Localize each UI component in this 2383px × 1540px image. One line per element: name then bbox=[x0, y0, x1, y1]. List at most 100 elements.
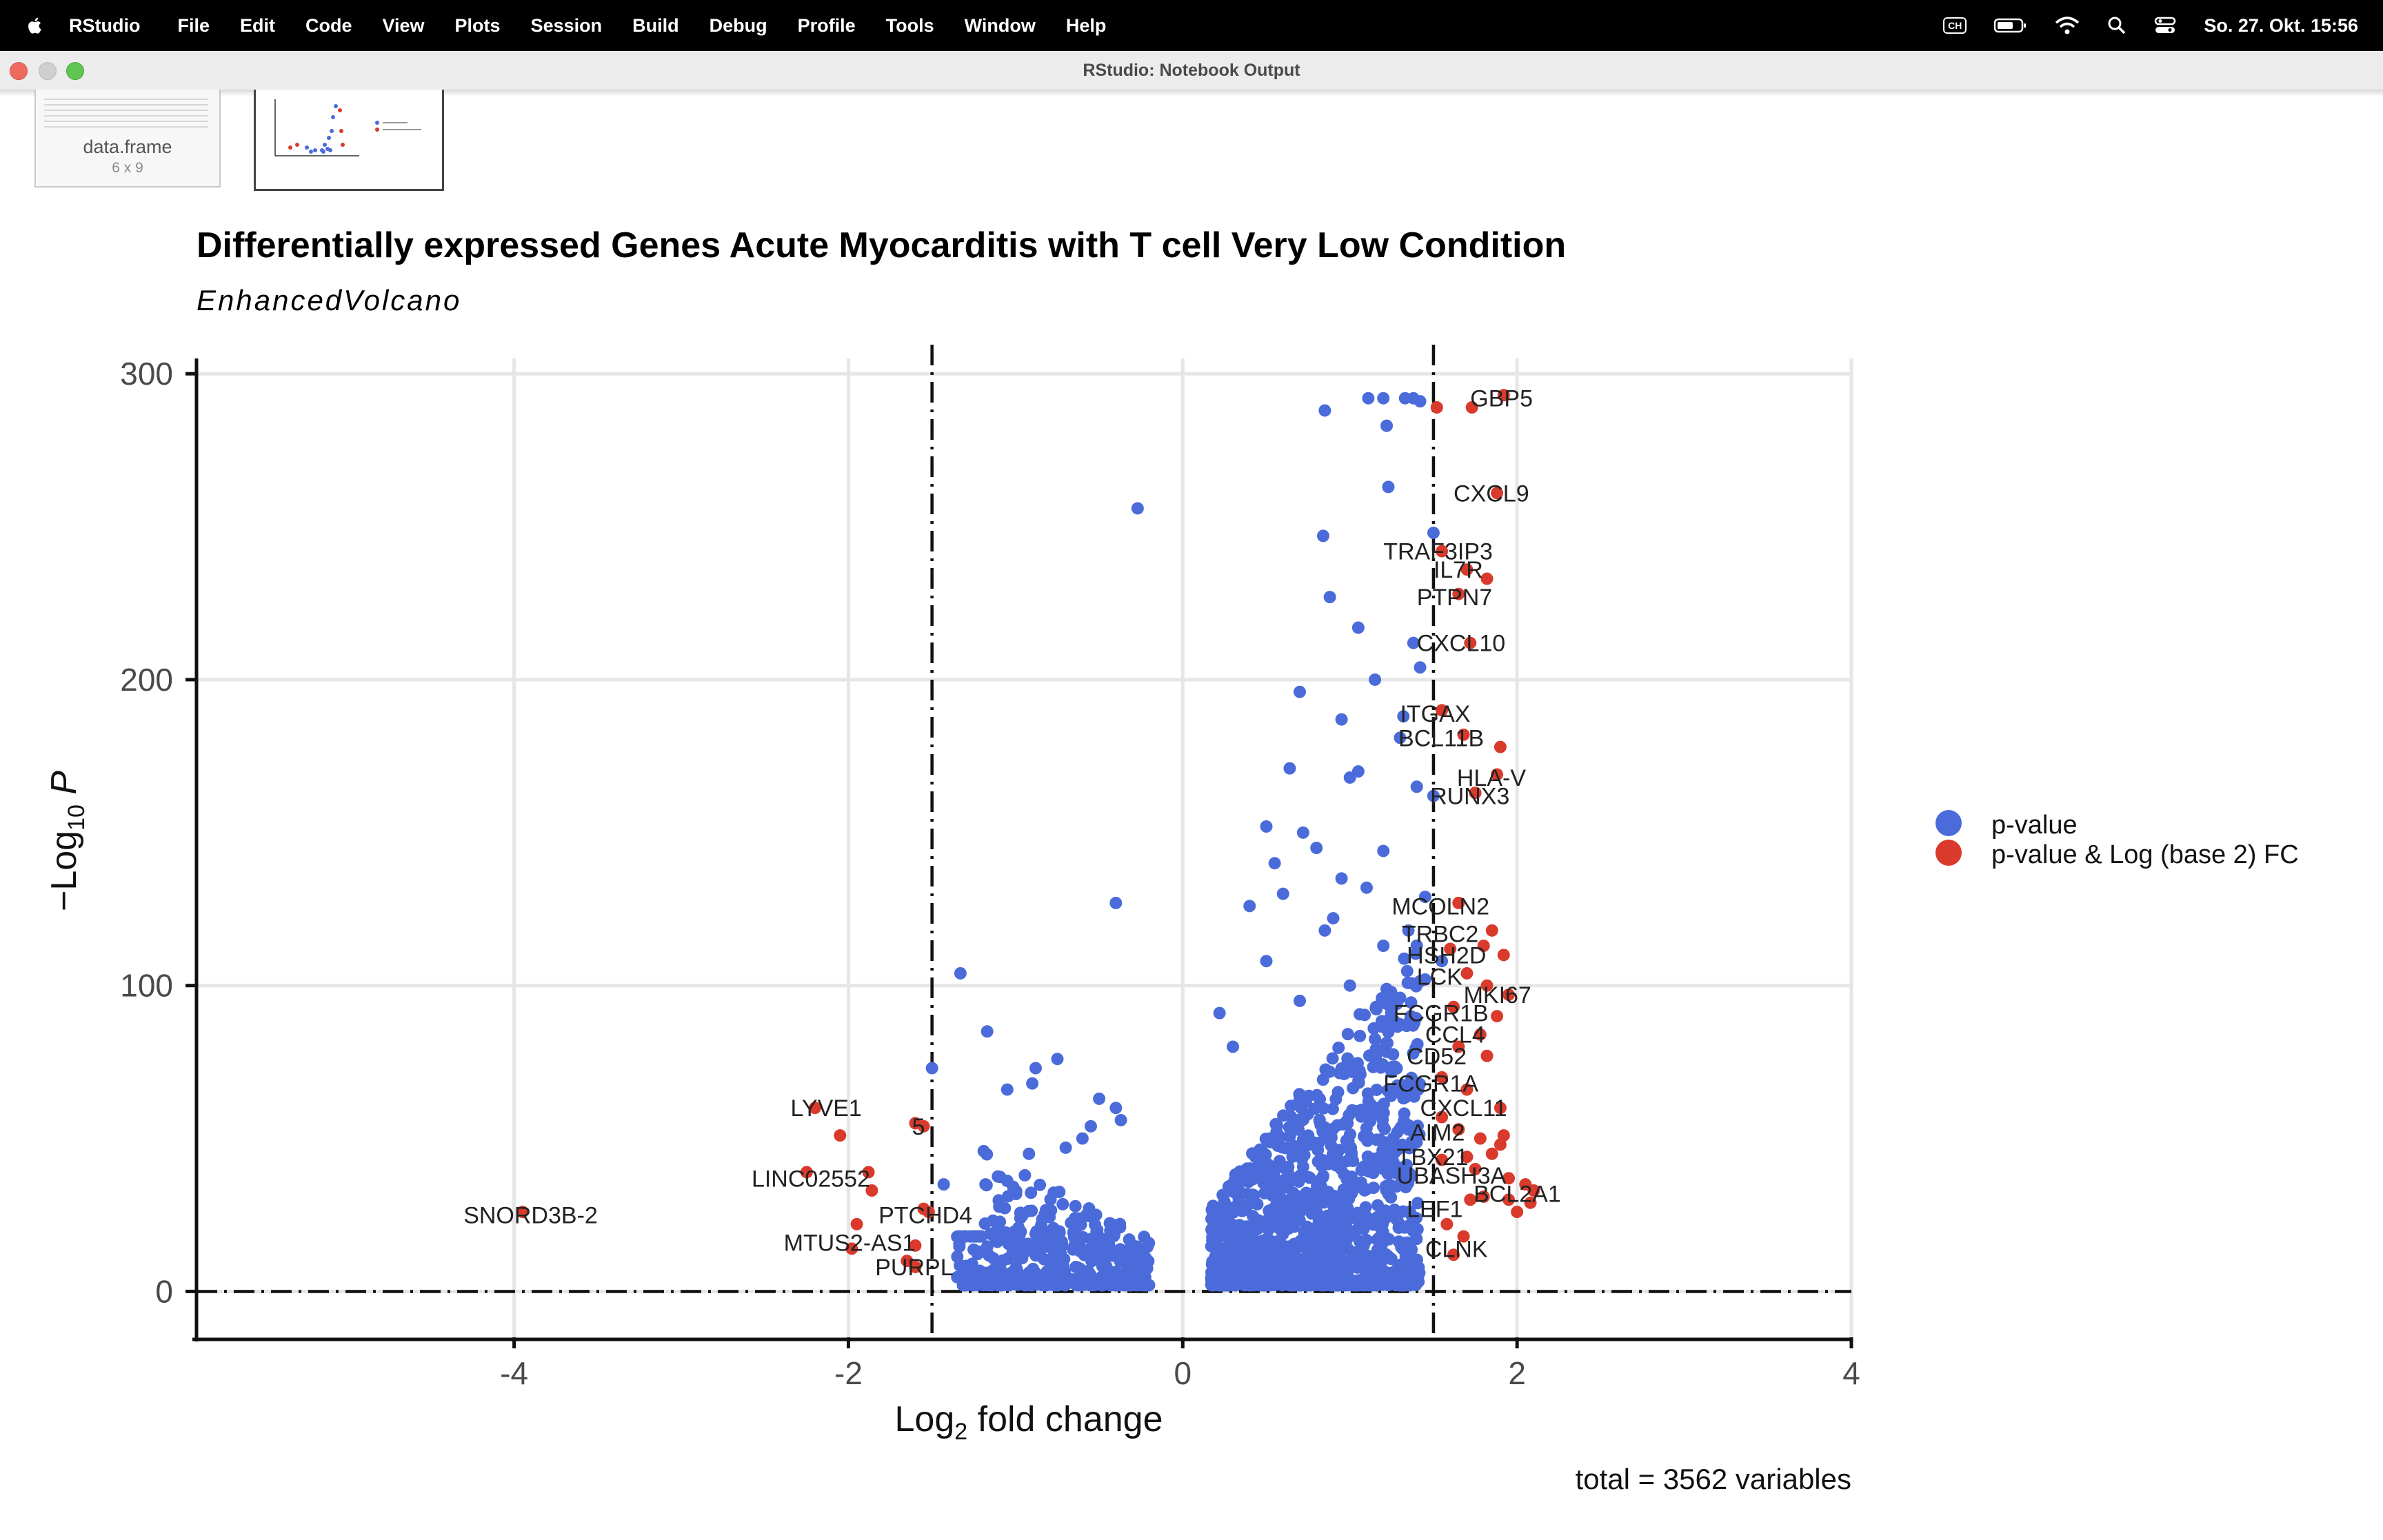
menu-build[interactable]: Build bbox=[632, 14, 679, 36]
point-blue bbox=[1375, 1015, 1388, 1028]
point-blue bbox=[1345, 1228, 1358, 1242]
menu-view[interactable]: View bbox=[382, 14, 425, 36]
point-blue bbox=[1367, 1214, 1380, 1227]
point-blue bbox=[1298, 1226, 1311, 1239]
point-blue bbox=[1096, 1273, 1109, 1286]
point-blue bbox=[1114, 1217, 1127, 1230]
gene-label: HLA-V bbox=[1457, 765, 1526, 791]
point-red bbox=[1444, 942, 1457, 955]
point-red bbox=[1502, 1172, 1516, 1185]
menu-session[interactable]: Session bbox=[530, 14, 603, 36]
point-red bbox=[1436, 1071, 1449, 1084]
menu-help[interactable]: Help bbox=[1065, 14, 1107, 36]
point-blue bbox=[1342, 1135, 1355, 1148]
point-blue bbox=[1118, 1256, 1132, 1269]
x-tick-label: -4 bbox=[500, 1355, 528, 1391]
point-red bbox=[909, 1239, 922, 1252]
point-blue bbox=[1348, 1255, 1361, 1268]
menu-app-name[interactable]: RStudio bbox=[69, 14, 141, 36]
point-blue bbox=[1040, 1240, 1054, 1253]
point-blue bbox=[1363, 1049, 1376, 1062]
close-window-button[interactable] bbox=[10, 62, 28, 80]
point-blue bbox=[1082, 1264, 1095, 1277]
apple-logo-icon[interactable] bbox=[25, 15, 46, 36]
gene-labels: GBP5CXCL9TRAF3IP3IL7RPTPN7CXCL10ITGAXBCL… bbox=[463, 386, 1561, 1281]
menu-tools[interactable]: Tools bbox=[885, 14, 934, 36]
point-blue bbox=[1385, 986, 1398, 999]
point-blue bbox=[1318, 924, 1331, 937]
data-points bbox=[516, 389, 1540, 1292]
menu-debug[interactable]: Debug bbox=[709, 14, 767, 36]
point-red bbox=[1436, 545, 1449, 558]
point-blue bbox=[1312, 1215, 1325, 1228]
point-blue bbox=[1325, 1139, 1338, 1152]
point-blue bbox=[1247, 1168, 1260, 1181]
menu-plots[interactable]: Plots bbox=[454, 14, 501, 36]
point-blue bbox=[1339, 1202, 1352, 1215]
point-blue bbox=[954, 966, 967, 980]
point-blue bbox=[1308, 1102, 1321, 1115]
menu-edit[interactable]: Edit bbox=[240, 14, 275, 36]
point-red bbox=[1464, 1193, 1477, 1206]
plot-thumbnail[interactable] bbox=[254, 90, 444, 191]
menu-profile[interactable]: Profile bbox=[797, 14, 856, 36]
point-blue bbox=[990, 1235, 1003, 1248]
point-blue bbox=[1065, 1216, 1078, 1229]
point-red bbox=[800, 1166, 813, 1179]
point-red bbox=[1474, 1028, 1487, 1041]
point-red bbox=[1447, 1248, 1460, 1262]
control-center-icon[interactable] bbox=[2154, 16, 2176, 35]
search-icon[interactable] bbox=[2107, 16, 2126, 35]
point-blue bbox=[1379, 1266, 1392, 1279]
point-blue bbox=[1357, 1222, 1370, 1235]
y-axis-title: −Log10 P bbox=[44, 771, 90, 911]
point-red bbox=[1460, 1083, 1474, 1096]
point-blue bbox=[1360, 1273, 1374, 1286]
point-red bbox=[808, 1102, 821, 1115]
point-blue bbox=[1382, 480, 1395, 494]
axes: -4 -2 0 2 4 0 100 200 300 bbox=[120, 356, 1860, 1391]
wifi-icon[interactable] bbox=[2055, 16, 2080, 35]
point-red bbox=[1460, 966, 1474, 980]
gene-label: CXCL9 bbox=[1454, 480, 1529, 507]
point-red bbox=[1494, 740, 1507, 753]
point-blue bbox=[1059, 1141, 1072, 1154]
point-blue bbox=[1349, 1180, 1363, 1193]
point-blue bbox=[1376, 1233, 1389, 1246]
point-blue bbox=[1347, 1082, 1360, 1095]
point-blue bbox=[1351, 1206, 1364, 1219]
point-blue bbox=[1051, 1053, 1064, 1066]
menu-window[interactable]: Window bbox=[964, 14, 1036, 36]
maximize-window-button[interactable] bbox=[66, 62, 84, 80]
point-blue bbox=[1014, 1206, 1027, 1219]
point-blue bbox=[998, 1202, 1012, 1215]
point-red bbox=[909, 1260, 922, 1273]
menu-code[interactable]: Code bbox=[305, 14, 352, 36]
keyboard-layout-icon[interactable]: CH bbox=[1943, 17, 1967, 34]
point-blue bbox=[1312, 1136, 1325, 1149]
gene-label: LEF1 bbox=[1407, 1197, 1462, 1223]
point-blue bbox=[1333, 1255, 1346, 1268]
battery-icon[interactable] bbox=[1994, 17, 2027, 34]
point-blue bbox=[1069, 1260, 1083, 1273]
gene-label: FCGR1B bbox=[1394, 1001, 1489, 1027]
point-blue bbox=[1091, 1224, 1104, 1237]
point-blue bbox=[980, 1266, 993, 1279]
point-blue bbox=[1394, 731, 1407, 744]
point-blue bbox=[1385, 1089, 1398, 1102]
point-blue bbox=[1292, 1175, 1305, 1188]
point-blue bbox=[1343, 979, 1356, 992]
clock[interactable]: So. 27. Okt. 15:56 bbox=[2204, 14, 2358, 36]
point-blue bbox=[1260, 820, 1273, 833]
gene-label: BCL11B bbox=[1398, 725, 1484, 751]
minimize-window-button[interactable] bbox=[39, 62, 57, 80]
point-blue bbox=[1331, 1086, 1345, 1099]
point-blue bbox=[1260, 955, 1273, 968]
point-blue bbox=[1045, 1253, 1058, 1266]
data-frame-thumbnail[interactable]: data.frame 6 x 9 bbox=[34, 90, 221, 188]
point-red bbox=[1491, 487, 1504, 500]
point-blue bbox=[1053, 1186, 1066, 1199]
point-blue bbox=[1376, 1113, 1389, 1126]
menu-file[interactable]: File bbox=[177, 14, 210, 36]
